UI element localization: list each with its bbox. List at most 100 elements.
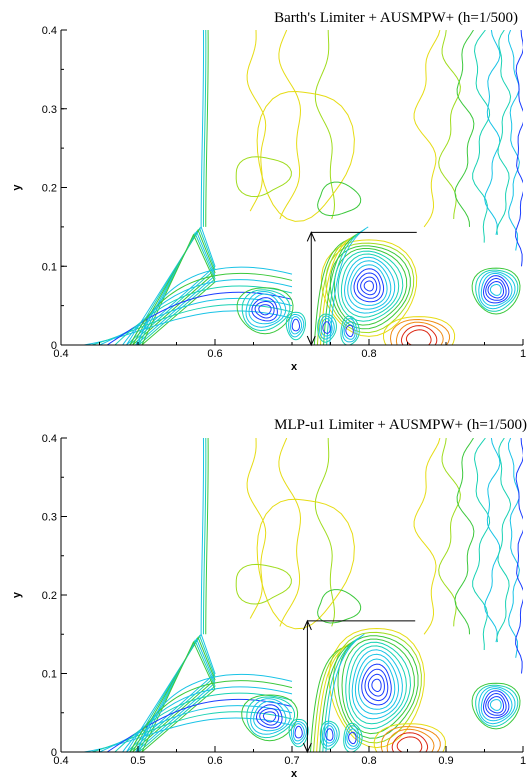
- vortex-main: [360, 276, 378, 296]
- vortex-right: [471, 682, 521, 730]
- contour-line: [484, 438, 501, 643]
- contour-line: [314, 30, 336, 220]
- contour-line: [137, 673, 293, 752]
- vortex-main: [367, 673, 385, 697]
- contour-line: [346, 728, 359, 747]
- x-axis-label: x: [291, 768, 298, 780]
- vortex-main: [333, 248, 408, 326]
- contour-line: [106, 291, 293, 345]
- contour-line: [454, 438, 475, 635]
- contour-line: [317, 181, 362, 217]
- contour-line: [290, 720, 307, 745]
- contour-line: [291, 318, 300, 332]
- contour-line: [235, 563, 292, 605]
- vortex-right: [487, 280, 504, 299]
- vortex-right: [475, 269, 519, 312]
- contour-line: [496, 30, 512, 235]
- x-tick-label: 1: [520, 755, 526, 767]
- y-tick-label: 0.1: [42, 669, 57, 681]
- slip-line: [325, 633, 365, 752]
- y-axis-label: y: [11, 591, 23, 598]
- hot-spot: [395, 321, 444, 345]
- contour-line: [285, 311, 306, 341]
- vortex-right: [485, 692, 507, 716]
- contour-line: [235, 156, 292, 198]
- contour-line: [99, 297, 293, 345]
- hot-spot: [391, 732, 429, 752]
- x-tick-label: 0.4: [53, 755, 68, 767]
- chart-title: MLP-u1 Limiter + AUSMPW+ (h=1/500): [274, 417, 527, 433]
- contour-line: [319, 720, 340, 750]
- slip-line: [323, 231, 363, 345]
- contour-line: [507, 30, 520, 251]
- vortex-right: [485, 277, 507, 301]
- contour-line: [122, 279, 293, 345]
- vortex-main: [363, 280, 374, 292]
- y-tick-label: 0: [51, 340, 57, 352]
- contour-line: [340, 315, 360, 345]
- hot-spot: [405, 329, 432, 345]
- hot-spot: [400, 325, 438, 345]
- vortex-main: [340, 253, 400, 318]
- panel-top: 0.4 0.6 0.8 1 0 0.1 0.2 0.3 0.4 x y Barth's Limiter…: [11, 10, 526, 373]
- y-tick-label: 0.2: [42, 590, 57, 602]
- chart-title: Barth's Limiter + AUSMPW+ (h=1/500): [274, 10, 518, 26]
- x-tick-label: 0.4: [53, 348, 68, 360]
- contour-line: [345, 324, 354, 338]
- vortex-small: [262, 711, 277, 723]
- contour-line: [413, 30, 441, 228]
- slip-line: [316, 640, 356, 752]
- vortex-right: [471, 267, 521, 315]
- vortex-main: [337, 250, 404, 322]
- panel-bottom: 0.4 0.5 0.6 0.7 0.8 0.9 1 0 0.1 0.2 0.3 0.4 x y MLP-u1…: [11, 417, 527, 780]
- contour-line: [290, 315, 303, 335]
- contour-line: [288, 313, 305, 338]
- oblique-shock: [132, 228, 216, 345]
- y-tick-label: 0.4: [42, 433, 57, 445]
- contour-line: [484, 30, 501, 235]
- shock-line: [202, 30, 207, 227]
- vortex-small: [236, 287, 294, 335]
- vortex-main: [371, 678, 382, 693]
- vortex-main: [348, 645, 407, 725]
- hot-spot: [380, 726, 441, 752]
- vortex-right: [482, 690, 510, 719]
- vortex-right: [480, 687, 513, 722]
- vortex-main: [361, 663, 392, 706]
- vortex-main: [357, 658, 396, 710]
- x-tick-label: 0.6: [207, 755, 222, 767]
- contour-line: [472, 30, 491, 243]
- vortex-small: [248, 293, 282, 325]
- vortex-right: [489, 284, 502, 296]
- contour-line: [246, 30, 267, 212]
- hot-spot: [386, 728, 435, 752]
- contour-line: [343, 722, 363, 752]
- vortex-main: [341, 638, 415, 735]
- contour-line: [314, 438, 336, 627]
- contour-line: [320, 317, 333, 337]
- contour-line: [454, 30, 475, 227]
- vortex-small: [259, 708, 280, 726]
- x-tick-label: 0.6: [207, 348, 222, 360]
- contour-line: [343, 321, 356, 340]
- vortex-main: [347, 260, 392, 310]
- slip-line: [326, 228, 366, 345]
- contour-line: [319, 315, 335, 340]
- oblique-shock: [138, 639, 216, 752]
- contour-line: [472, 438, 491, 651]
- contour-line: [515, 30, 523, 267]
- oblique-shock: [126, 225, 216, 345]
- x-tick-label: 0.8: [361, 755, 376, 767]
- contour-line: [129, 680, 293, 752]
- vortex-main: [337, 635, 419, 739]
- contour-line: [348, 731, 357, 745]
- vortex-main: [345, 641, 412, 730]
- oblique-shock: [132, 636, 216, 752]
- oblique-shock: [138, 232, 216, 345]
- hot-spot: [382, 316, 456, 345]
- vortex-small: [254, 301, 275, 319]
- vortex-right: [487, 696, 504, 714]
- vortex-right: [489, 699, 502, 711]
- contour-line: [99, 705, 293, 752]
